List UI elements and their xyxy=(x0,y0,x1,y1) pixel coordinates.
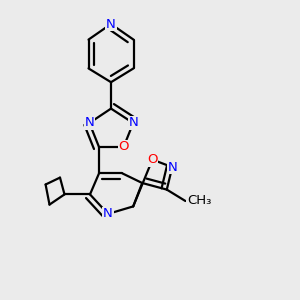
Text: N: N xyxy=(103,207,113,220)
Text: O: O xyxy=(118,140,129,154)
Text: N: N xyxy=(85,116,94,130)
Text: CH₃: CH₃ xyxy=(187,194,211,208)
Text: N: N xyxy=(106,17,116,31)
Text: N: N xyxy=(167,160,177,174)
Text: N: N xyxy=(128,116,138,130)
Text: O: O xyxy=(147,153,158,166)
